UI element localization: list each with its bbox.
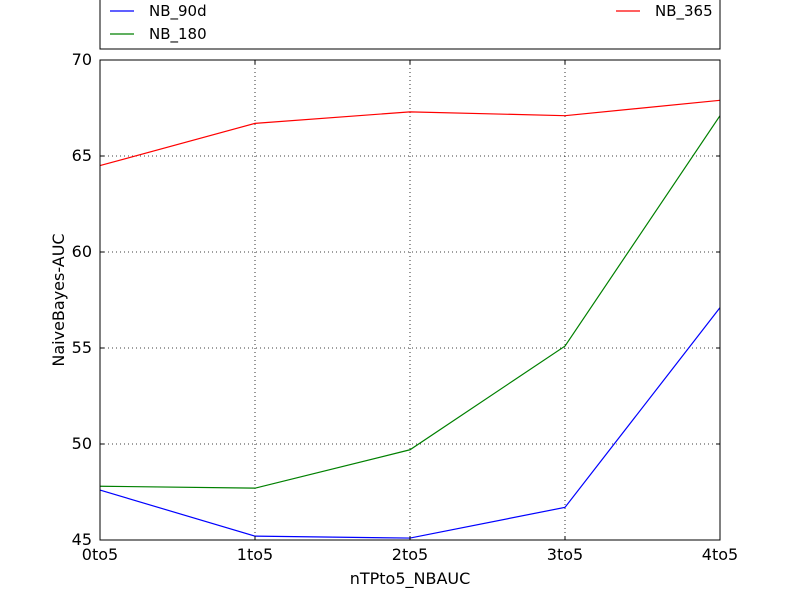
y-tick-label: 55: [72, 338, 92, 357]
legend-label-nb-180: NB_180: [149, 25, 207, 44]
y-axis-label: NaiveBayes-AUC: [49, 233, 68, 366]
x-tick-label: 3to5: [547, 545, 583, 564]
y-tick-labels: 45 50 55 60 65 70: [72, 50, 92, 549]
y-tick-label: 50: [72, 434, 92, 453]
x-tick-label: 2to5: [392, 545, 428, 564]
y-tick-label: 45: [72, 530, 92, 549]
legend: NB_90d NB_180 NB_365: [99, 0, 721, 50]
legend-frame: [99, 0, 721, 50]
x-tick-labels: 0to5 1to5 2to5 3to5 4to5: [82, 545, 738, 564]
x-tick-label: 0to5: [82, 545, 118, 564]
x-axis-label: nTPto5_NBAUC: [350, 569, 471, 589]
legend-label-nb-365: NB_365: [655, 2, 713, 21]
ticks: [99, 59, 721, 541]
y-tick-label: 70: [72, 50, 92, 69]
series-line-nb-180: [99, 115, 721, 489]
series-line-nb-365: [99, 99, 721, 167]
grid: [100, 60, 720, 540]
x-tick-label: 4to5: [702, 545, 738, 564]
y-tick-label: 60: [72, 242, 92, 261]
y-tick-label: 65: [72, 146, 92, 165]
legend-label-nb-90d: NB_90d: [149, 2, 207, 21]
x-tick-label: 1to5: [237, 545, 273, 564]
